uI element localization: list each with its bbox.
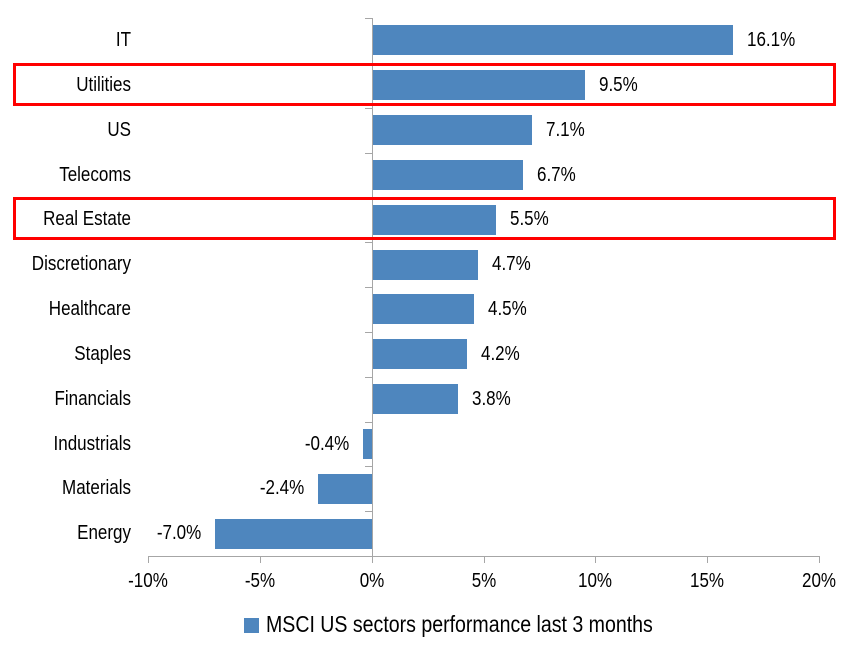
category-label: Utilities <box>76 73 131 96</box>
bar-energy <box>215 518 372 549</box>
category-label: Telecoms <box>59 163 131 186</box>
category-label: Staples <box>74 342 131 365</box>
bar-value-label: 6.7% <box>537 163 576 186</box>
y-axis-line <box>372 18 373 556</box>
bar-it <box>373 25 733 56</box>
legend-label: MSCI US sectors performance last 3 month… <box>266 611 653 637</box>
bar-materials <box>318 473 372 504</box>
x-tick-label: 5% <box>471 570 497 592</box>
x-tick-label: -10% <box>128 570 168 592</box>
x-tick-label: 10% <box>577 570 613 592</box>
category-label: Energy <box>77 522 131 545</box>
y-axis-tick <box>365 107 372 109</box>
bar-healthcare <box>373 294 474 325</box>
bar-value-label: -2.4% <box>259 477 304 500</box>
y-axis-tick <box>365 556 372 557</box>
y-axis-tick <box>365 18 372 19</box>
bar-financials <box>373 384 458 415</box>
bar-telecoms <box>373 159 523 190</box>
bar-value-label: -0.4% <box>304 432 349 455</box>
bar-value-label: 7.1% <box>546 118 585 141</box>
category-label: Industrials <box>53 432 131 455</box>
highlight-box-utilities <box>13 62 836 106</box>
bar-industrials <box>363 428 372 459</box>
y-axis-tick <box>365 511 372 513</box>
y-axis-tick <box>365 242 372 244</box>
bar-value-label: 4.2% <box>481 342 520 365</box>
y-axis-tick <box>365 331 372 333</box>
category-label: IT <box>115 29 131 51</box>
y-axis-tick <box>365 152 372 154</box>
bar-us <box>373 115 532 146</box>
x-axis-tick <box>707 556 708 563</box>
bar-utilities <box>373 70 585 101</box>
bar-value-label: 3.8% <box>472 387 511 410</box>
x-axis-tick <box>595 556 596 563</box>
bar-value-label: -7.0% <box>156 522 201 545</box>
legend-series-marker-icon <box>244 618 259 633</box>
bar-value-label: 9.5% <box>599 73 638 96</box>
y-axis-tick <box>365 466 372 468</box>
x-axis-tick <box>819 556 820 563</box>
y-axis-tick <box>365 421 372 423</box>
category-label: Healthcare <box>48 298 131 320</box>
x-tick-label: -5% <box>244 570 276 592</box>
x-axis-tick <box>484 556 485 563</box>
category-label: Real Estate <box>43 208 131 231</box>
x-tick-label: 0% <box>359 570 385 592</box>
bar-discretionary <box>373 249 478 280</box>
x-tick-label: 15% <box>689 570 725 592</box>
bar-value-label: 5.5% <box>510 208 549 231</box>
category-label: US <box>107 118 131 141</box>
category-label: Materials <box>62 477 131 500</box>
category-label: Financials <box>54 387 131 410</box>
bar-value-label: 16.1% <box>747 29 796 51</box>
x-axis-tick <box>260 556 261 563</box>
bar-staples <box>373 339 467 370</box>
y-axis-tick <box>365 376 372 378</box>
y-axis-tick <box>365 287 372 288</box>
x-axis-tick <box>148 556 149 563</box>
x-axis-tick <box>372 556 373 563</box>
highlight-box-real-estate <box>13 197 836 241</box>
bar-value-label: 4.7% <box>492 253 531 276</box>
bar-real-estate <box>373 204 496 235</box>
bar-value-label: 4.5% <box>488 298 527 320</box>
x-tick-label: 20% <box>801 570 837 592</box>
category-label: Discretionary <box>31 253 131 276</box>
